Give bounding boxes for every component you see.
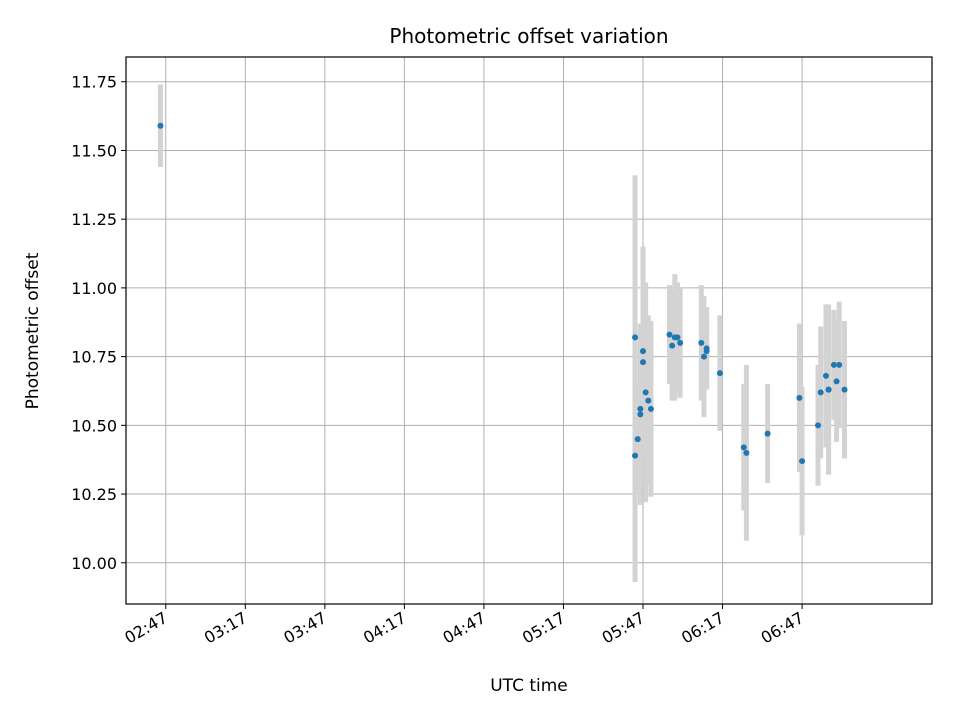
data-point	[799, 458, 806, 465]
data-point	[814, 422, 821, 429]
data-point	[698, 339, 705, 346]
data-point	[642, 389, 649, 396]
grid-lines	[126, 57, 932, 604]
data-point	[833, 378, 840, 385]
data-point	[666, 331, 673, 338]
data-points	[157, 122, 848, 465]
data-point	[825, 386, 832, 393]
data-point	[764, 430, 771, 437]
data-point	[669, 342, 676, 349]
data-point	[700, 353, 707, 360]
y-tick-label: 11.00	[71, 279, 117, 298]
y-tick-label: 10.25	[71, 485, 117, 504]
data-point	[157, 122, 164, 129]
data-point	[743, 449, 750, 456]
y-tick-label: 11.25	[71, 210, 117, 229]
y-tick-label: 10.75	[71, 348, 117, 367]
data-point	[637, 405, 644, 412]
chart-title: Photometric offset variation	[389, 24, 668, 48]
data-point	[634, 436, 641, 443]
data-point	[703, 345, 710, 352]
data-point	[716, 370, 723, 377]
plot-frame	[125, 56, 933, 605]
data-point	[677, 339, 684, 346]
data-point	[640, 348, 647, 355]
data-point	[836, 361, 843, 368]
y-axis: 10.00 10.25 10.50 10.75 11.00 11.25 11.50 11.75	[71, 73, 126, 573]
data-point	[674, 334, 681, 341]
data-point	[637, 411, 644, 418]
data-point	[740, 444, 747, 451]
data-point	[632, 334, 639, 341]
data-point	[645, 397, 652, 404]
y-tick-label: 10.50	[71, 416, 117, 435]
data-point	[822, 372, 829, 379]
data-point	[841, 386, 848, 393]
data-point	[796, 394, 803, 401]
data-point	[647, 405, 654, 412]
data-point	[830, 361, 837, 368]
data-point	[640, 359, 647, 366]
data-point	[817, 389, 824, 396]
y-axis-title: Photometric offset	[23, 252, 43, 409]
y-tick-label: 11.50	[71, 141, 117, 160]
x-axis-title: UTC time	[490, 676, 568, 696]
data-point	[632, 452, 639, 459]
y-tick-label: 10.00	[71, 554, 117, 573]
y-tick-label: 11.75	[71, 73, 117, 92]
